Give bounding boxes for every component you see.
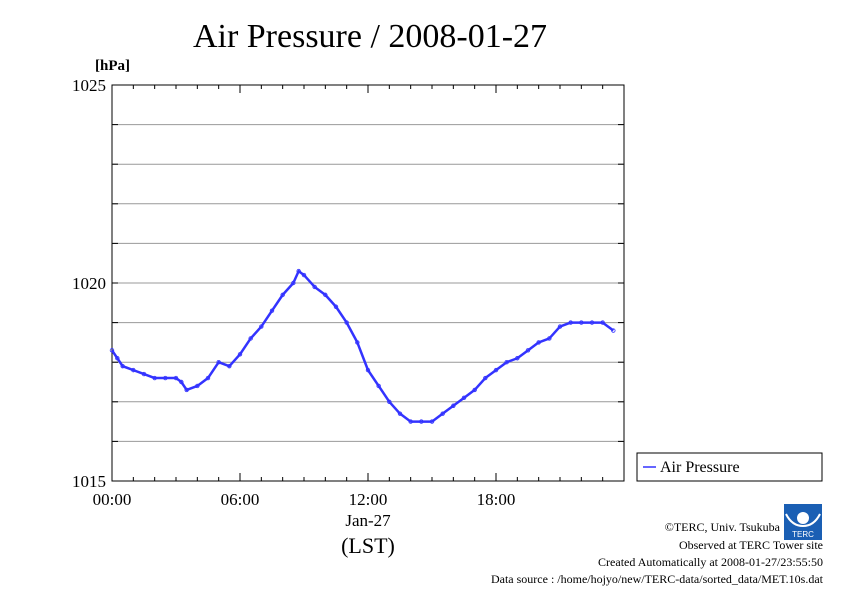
data-point — [408, 419, 413, 424]
series-air-pressure — [109, 268, 616, 424]
data-point — [269, 308, 275, 313]
data-point — [152, 375, 157, 381]
data-point — [611, 328, 616, 333]
data-point — [461, 395, 467, 401]
data-point — [440, 411, 445, 416]
data-point — [600, 320, 605, 325]
data-point — [483, 375, 488, 381]
data-point — [525, 348, 531, 353]
data-point — [109, 348, 115, 353]
y-tick-label-1015: 1015 — [72, 472, 106, 491]
data-point — [179, 379, 184, 385]
grid-lines — [112, 124, 624, 442]
data-point — [131, 367, 136, 373]
data-point — [557, 324, 563, 329]
created-text: Created Automatically at 2008-01-27/23:5… — [598, 555, 823, 569]
x-tick-label-0000: 00:00 — [93, 490, 132, 509]
chart-title: Air Pressure / 2008-01-27 — [193, 18, 547, 55]
x-axis-timezone: (LST) — [341, 533, 395, 558]
data-point — [280, 292, 285, 298]
site-text: Observed at TERC Tower site — [679, 538, 823, 552]
y-tick-label-1025: 1025 — [72, 76, 106, 95]
data-point — [376, 383, 381, 389]
data-point — [493, 367, 499, 373]
data-point — [323, 292, 328, 298]
logo-wave-icon — [785, 513, 821, 528]
logo-text: TERC — [792, 530, 814, 539]
data-point — [344, 320, 349, 325]
data-point — [301, 272, 307, 278]
terc-logo: TERC — [784, 504, 822, 540]
data-point — [333, 304, 339, 309]
data-point — [141, 371, 147, 377]
x-tick-label-0600: 06:00 — [221, 490, 260, 509]
source-text: Data source : /home/hojyo/new/TERC-data/… — [491, 572, 824, 586]
data-point — [120, 363, 125, 369]
data-point — [536, 340, 541, 345]
data-point — [451, 403, 456, 408]
data-point — [579, 320, 584, 325]
x-tick-label-1800: 18:00 — [477, 490, 516, 509]
data-point — [248, 336, 253, 341]
data-point — [504, 360, 509, 365]
data-point — [419, 419, 424, 424]
data-point — [429, 419, 435, 424]
axis-ticks — [111, 84, 625, 482]
data-point — [205, 375, 211, 381]
data-point — [365, 367, 371, 373]
data-point — [515, 356, 520, 361]
data-point — [387, 399, 392, 404]
legend-box — [636, 452, 823, 482]
data-point — [173, 375, 179, 381]
data-point — [568, 320, 573, 325]
data-point — [397, 411, 403, 416]
data-point — [547, 336, 552, 341]
data-point — [291, 280, 296, 286]
data-point — [115, 356, 120, 361]
data-point — [216, 360, 221, 365]
data-point — [312, 284, 317, 290]
data-point — [355, 340, 360, 345]
data-point — [589, 320, 595, 325]
data-point — [472, 387, 477, 393]
data-point — [195, 383, 200, 389]
data-point — [237, 352, 243, 357]
legend-label: Air Pressure — [660, 459, 740, 476]
data-point — [227, 363, 232, 369]
y-axis-unit: [hPa] — [95, 58, 130, 74]
data-point — [184, 387, 189, 393]
series-line — [110, 269, 615, 423]
legend: Air Pressure — [636, 452, 823, 482]
y-tick-label-1020: 1020 — [72, 274, 106, 293]
data-point — [296, 268, 301, 274]
data-point — [163, 375, 168, 381]
data-point — [259, 324, 264, 329]
x-tick-label-1200: 12:00 — [349, 490, 388, 509]
logo-drop-icon — [797, 512, 809, 524]
copyright-text: ©TERC, Univ. Tsukuba — [665, 520, 781, 534]
x-axis-date: Jan-27 — [345, 511, 391, 530]
